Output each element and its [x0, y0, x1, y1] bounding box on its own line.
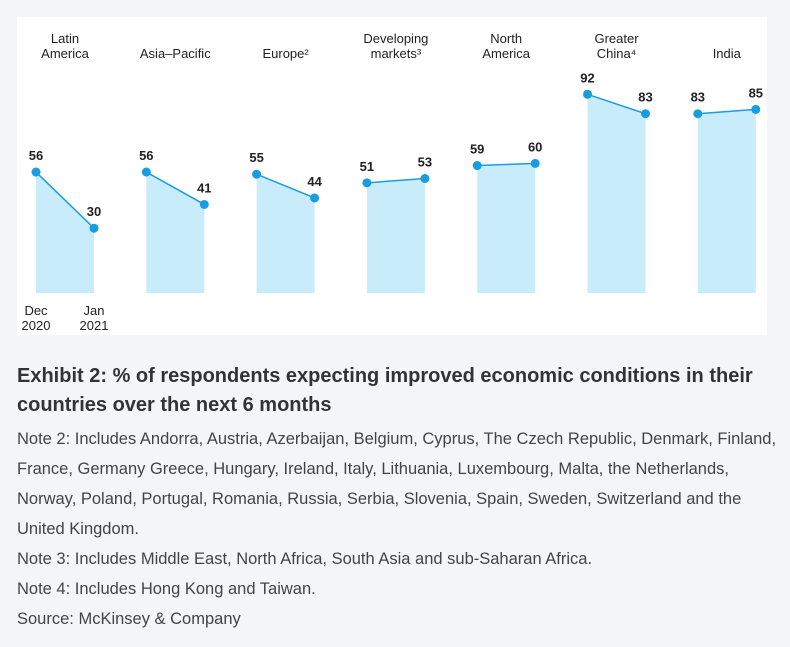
chart-panel: 56 30 56 41 55 44 51 53 59 60 92 83 83 85 Latin Ameri…: [17, 17, 767, 335]
note: Note 4: Includes Hong Kong and Taiwan.: [17, 580, 316, 598]
area: [697, 109, 756, 294]
source: Source: McKinsey & Company: [17, 610, 241, 628]
value-label: 56: [29, 148, 43, 163]
area: [256, 174, 315, 293]
value-label: 60: [528, 139, 542, 154]
area: [36, 172, 94, 293]
x-label: Dec 2020: [21, 303, 51, 333]
line: [697, 108, 756, 115]
value-label: 53: [418, 155, 432, 170]
point: [751, 104, 761, 114]
panel-label: India: [712, 46, 741, 61]
line: [145, 171, 205, 206]
point: [252, 169, 262, 179]
point: [693, 109, 703, 119]
area: [477, 163, 536, 293]
panel-label: Europe²: [262, 46, 309, 61]
line: [35, 171, 95, 229]
value-label: 41: [197, 180, 211, 195]
caption-title: Exhibit 2: % of respondents expecting im…: [17, 365, 753, 416]
point: [199, 199, 209, 209]
point: [530, 158, 540, 168]
value-label: 83: [691, 90, 705, 105]
value-label: 85: [749, 85, 763, 100]
value-label: 56: [139, 148, 153, 163]
panel-label: Latin America: [41, 31, 89, 61]
note: Note 2: Includes Andorra, Austria, Azerb…: [17, 430, 777, 538]
line: [477, 162, 536, 167]
value-label: 55: [249, 150, 263, 165]
panel-label: Developing markets³: [363, 31, 429, 61]
area: [366, 178, 425, 293]
line: [256, 173, 315, 199]
line: [587, 93, 646, 115]
value-label: 59: [470, 142, 484, 157]
caption: Exhibit 2: % of respondents expecting im…: [17, 362, 777, 634]
point: [583, 89, 592, 99]
line: [366, 177, 425, 184]
point: [141, 167, 151, 177]
panel-label: North America: [482, 31, 531, 61]
area: [146, 172, 205, 293]
point: [31, 167, 41, 177]
point: [641, 109, 650, 119]
point: [420, 174, 430, 184]
note: Note 3: Includes Middle East, North Afri…: [17, 550, 593, 568]
point: [310, 193, 320, 203]
value-label: 44: [307, 174, 322, 189]
point: [362, 178, 372, 188]
value-label: 92: [580, 70, 594, 85]
x-label: Jan 2021: [79, 303, 109, 333]
area: [587, 94, 646, 293]
panel-label: Greater China⁴: [594, 31, 639, 61]
value-label: 83: [638, 90, 652, 105]
point: [89, 223, 99, 233]
point: [472, 161, 482, 171]
value-label: 30: [87, 204, 101, 219]
panel-label: Asia–Pacific: [139, 46, 211, 61]
chart: 56 30 56 41 55 44 51 53 59 60 92 83 83 85: [29, 70, 763, 294]
value-label: 51: [360, 159, 374, 174]
